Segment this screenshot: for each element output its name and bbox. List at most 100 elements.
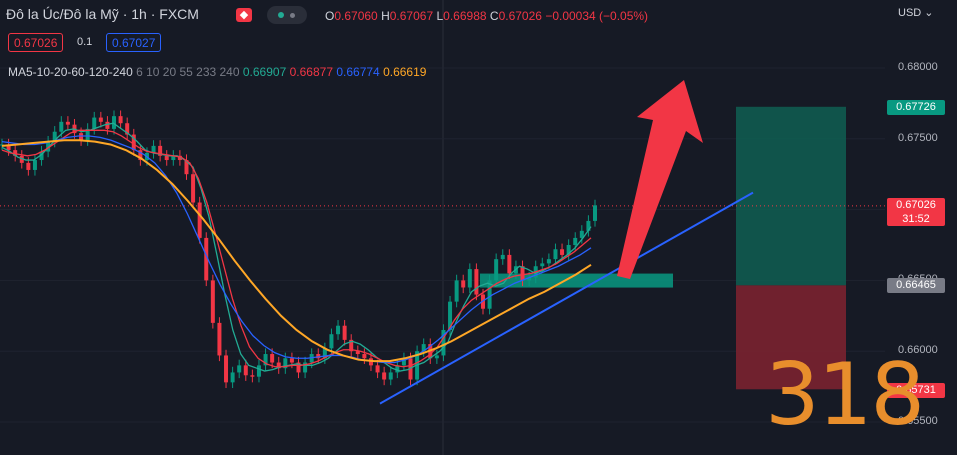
candle-body xyxy=(46,141,51,152)
candle-body xyxy=(401,358,406,366)
currency-selector[interactable]: USD ⌄ xyxy=(898,6,934,19)
trendline xyxy=(379,191,754,405)
symbol-title-text: Đô la Úc/Đô la Mỹ · 1h · FXCM xyxy=(6,6,199,22)
candle-body xyxy=(573,237,578,245)
candle-body xyxy=(355,351,360,355)
candle-body xyxy=(210,280,215,323)
ma-line-ma10 xyxy=(1,129,592,368)
candle-body xyxy=(52,131,57,142)
candle-body xyxy=(191,174,196,203)
candle-body xyxy=(92,117,97,129)
candle-body xyxy=(98,117,103,122)
candle-body xyxy=(6,144,11,151)
ma5-value: 0.66907 xyxy=(242,65,287,79)
y-tick-label: 0.65500 xyxy=(898,415,938,427)
stop-price-tag: 0.65731 xyxy=(887,383,945,398)
ma-line-ma55 xyxy=(1,139,592,363)
candle-body xyxy=(184,160,189,175)
candle-body xyxy=(164,155,169,161)
candle-body xyxy=(520,266,525,281)
candle-body xyxy=(395,365,400,373)
candle-body xyxy=(336,325,341,335)
candle-body xyxy=(19,155,24,163)
candle-body xyxy=(362,354,367,359)
y-tick-label: 0.66000 xyxy=(898,344,938,357)
buy-button[interactable]: 0.67027 xyxy=(106,33,162,52)
candle-body xyxy=(112,116,117,129)
countdown-text: 31:52 xyxy=(902,213,930,225)
chevron-down-icon: ⌄ xyxy=(924,7,934,19)
candle-body xyxy=(204,237,209,281)
candle-body xyxy=(454,280,459,302)
candle-body xyxy=(217,322,222,356)
candle-body xyxy=(487,280,492,309)
candle-body xyxy=(467,269,472,288)
candle-body xyxy=(500,254,505,260)
target-price-tag: 0.67726 xyxy=(887,100,945,115)
candle-body xyxy=(263,354,268,366)
candle-body xyxy=(322,348,327,359)
close-label: C xyxy=(489,9,499,23)
candle-body xyxy=(329,334,334,349)
candle-body xyxy=(421,344,426,352)
candle-body xyxy=(151,145,156,153)
candle-body xyxy=(316,354,321,359)
candle-body xyxy=(527,277,532,281)
ma-params: 6 10 20 55 233 240 xyxy=(136,65,240,79)
loss-zone xyxy=(736,285,846,390)
last-price-text: 0.67026 xyxy=(896,199,936,211)
candle-body xyxy=(553,249,558,260)
ma20-value: 0.66774 xyxy=(336,65,380,79)
candle-body xyxy=(26,162,31,170)
candle-body xyxy=(342,325,347,340)
candle-body xyxy=(461,280,466,288)
up-arrow-icon xyxy=(617,80,703,279)
candle-body xyxy=(276,362,281,369)
high-label: H xyxy=(381,9,390,23)
ma-label: MA5-10-20-60-120-240 xyxy=(8,65,133,79)
candle-body xyxy=(382,372,387,380)
ma-legend[interactable]: MA5-10-20-60-120-240 6 10 20 55 233 240 … xyxy=(8,65,426,79)
candle-body xyxy=(586,220,591,231)
entry-price-tag: 0.66465 xyxy=(887,278,945,293)
candle-body xyxy=(65,121,70,125)
candle-body xyxy=(375,365,380,373)
last-price-tag: 0.67026 31:52 xyxy=(887,198,945,226)
ma10-value: 0.66877 xyxy=(289,65,333,79)
candle-body xyxy=(85,128,90,141)
low-value: 0.66988 xyxy=(443,9,487,23)
candle-body xyxy=(388,372,393,380)
candle-body xyxy=(448,301,453,330)
candle-body xyxy=(158,145,163,156)
candle-body xyxy=(118,116,123,124)
buy-price: 0.67027 xyxy=(112,36,156,50)
alert-icon[interactable]: ◆ xyxy=(236,8,252,22)
high-value: 0.67067 xyxy=(389,9,434,23)
symbol-title[interactable]: Đô la Úc/Đô la Mỹ · 1h · FXCM xyxy=(6,6,199,22)
candle-body xyxy=(230,372,235,383)
entry-price-text: 0.66465 xyxy=(896,279,936,291)
ma55-value: 0.66619 xyxy=(383,65,427,79)
candle-body xyxy=(13,150,18,156)
candle-body xyxy=(224,355,229,383)
ma-line-ma5 xyxy=(1,122,592,372)
candle-body xyxy=(540,263,545,267)
candle-body xyxy=(474,269,479,295)
candle-body xyxy=(283,358,288,369)
currency-label: USD xyxy=(898,7,922,19)
candle-body xyxy=(39,151,44,161)
candle-body xyxy=(494,259,499,281)
stop-price-text: 0.65731 xyxy=(896,384,936,396)
candle-body xyxy=(593,205,597,221)
candle-body xyxy=(256,365,261,377)
candle-body xyxy=(270,354,275,363)
candle-body xyxy=(566,245,571,255)
visibility-toggle[interactable] xyxy=(267,6,307,24)
candle-body xyxy=(138,150,143,161)
sell-button[interactable]: 0.67026 xyxy=(8,33,64,52)
candle-body xyxy=(250,375,255,377)
open-label: O xyxy=(325,9,335,23)
settings-dot-icon xyxy=(290,13,295,18)
candle-body xyxy=(289,358,294,363)
